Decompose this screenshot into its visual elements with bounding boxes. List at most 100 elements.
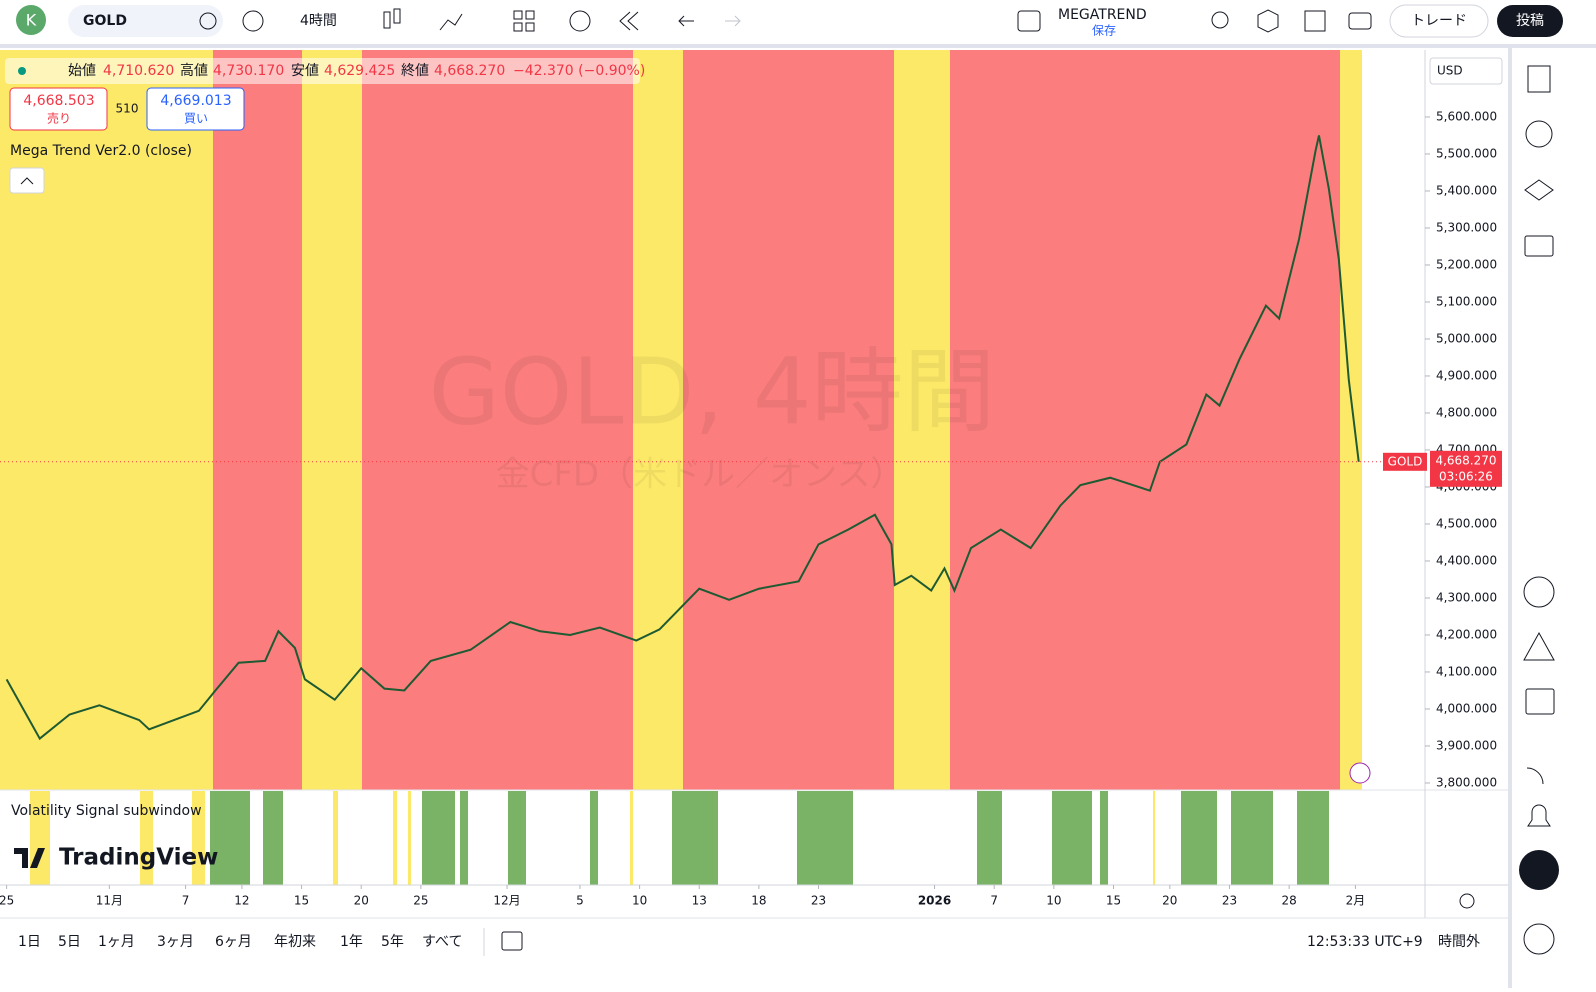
x-tick-label: 7 [182,894,190,908]
y-tick-label: 4,100.000 [1436,664,1497,678]
publish-button[interactable] [1497,5,1563,37]
publish-label: 投稿 [1516,13,1544,29]
x-tick-label: 12月 [493,894,520,908]
signal-bars [210,791,1329,885]
layout-name[interactable]: MEGATREND [1058,7,1147,23]
add-symbol[interactable] [242,10,264,32]
y-tick-label: 5,600.000 [1436,109,1497,123]
sidebar-icons[interactable] [1523,65,1555,955]
watermark-title: GOLD, 4時間 [429,338,996,445]
trade-label: トレード [1411,13,1467,29]
avatar[interactable] [16,5,46,35]
x-tick-label: 20 [1162,894,1177,908]
x-tick-label: 15 [1106,894,1121,908]
lightning-icon[interactable] [1349,762,1371,784]
symbol: GOLD [83,13,127,29]
legend-value: 4,710.620 [103,63,174,79]
y-tick-label: 4,500.000 [1436,516,1497,530]
y-tick-label: 4,800.000 [1436,405,1497,419]
calendar-icon[interactable] [501,931,523,951]
x-tick-label: 25 [413,894,428,908]
x-tick-label: 23 [811,894,826,908]
y-tick-label: 4,200.000 [1436,627,1497,641]
sell-label: 売り [47,111,71,126]
top-bar [0,0,1596,46]
x-tick-label: 2月 [1346,894,1366,908]
avatar-letter: K [26,11,37,30]
x-tick-label: 23 [1222,894,1237,908]
y-tick-label: 5,500.000 [1436,146,1497,160]
legend-label: 安値 [291,63,319,79]
legend-label: 始値 [68,63,96,79]
legend-change: −42.370 (−0.90%) [513,63,645,79]
x-tick-label: 11月 [96,894,123,908]
y-tick-label: 5,300.000 [1436,220,1497,234]
spread: 510 [116,102,139,116]
x-tick-label: 28 [1281,894,1296,908]
price-tag-value: 4,668.270 [1435,453,1496,467]
x-tick-label: 15 [294,894,309,908]
currency: USD [1437,64,1463,78]
subwindow-title: Volatility Signal subwindow [11,803,202,819]
range-button[interactable]: 3ヶ月 [157,934,194,950]
range-button[interactable]: 年初来 [274,934,316,950]
layout-status: 保存 [1092,24,1116,38]
legend-value: 4,629.425 [324,63,395,79]
x-tick-label: 20 [354,894,369,908]
watermark-subtitle: 金CFD（米ドル／オンス） [496,455,905,495]
legend-label: 高値 [180,62,208,79]
sell-price: 4,668.503 [23,93,94,109]
range-bar: 1日 5日 1ヶ月 3ヶ月 6ヶ月 年初来 1年 5年 すべて [18,934,462,950]
buy-button[interactable] [146,87,245,131]
y-tick-label: 3,900.000 [1436,738,1497,752]
y-tick-label: 3,800.000 [1436,775,1497,789]
range-button[interactable]: 5年 [381,934,404,950]
legend-label: 終値 [401,63,429,79]
symbol-tag [1383,452,1427,471]
x-tick-label: 25 [0,894,14,908]
trend-bands [0,50,1362,790]
brand-name: TradingView [59,845,218,871]
range-button[interactable]: 1ヶ月 [98,934,135,950]
toolbar-icons[interactable] [383,8,1372,33]
range-button[interactable]: 1日 [18,934,41,950]
session[interactable]: 時間外 [1438,934,1480,950]
symbol-search[interactable] [68,5,223,37]
indicator-name: Mega Trend Ver2.0 (close) [10,143,192,159]
y-tick-label: 5,200.000 [1436,257,1497,271]
y-tick-label: 4,300.000 [1436,590,1497,604]
legend-value: 4,730.170 [213,63,284,79]
trade-button[interactable] [1389,4,1489,38]
price-tag-countdown: 03:06:26 [1439,469,1493,483]
buy-label: 買い [184,112,208,126]
gem-icon[interactable] [199,12,217,30]
y-tick-label: 5,100.000 [1436,294,1497,308]
apps-button[interactable] [1519,850,1559,890]
price-plot [0,135,1425,741]
clock: 12:53:33 UTC+9 [1307,934,1423,950]
x-tick-label: 2026 [918,894,951,908]
range-button[interactable]: すべて [422,934,462,950]
x-tick-label: 18 [751,894,766,908]
settings-icon[interactable] [1459,893,1475,909]
symbol-tag-label: GOLD [1388,454,1423,468]
interval[interactable]: 4時間 [300,13,337,29]
sell-button[interactable] [9,87,108,131]
x-tick-label: 7 [990,894,998,908]
range-button[interactable]: 6ヶ月 [215,934,252,950]
y-tick-label: 5,000.000 [1436,331,1497,345]
price-line [5,135,1360,741]
buy-price: 4,669.013 [160,93,231,109]
x-tick-label: 5 [576,894,584,908]
price-tag [1430,450,1502,487]
y-tick-label: 4,400.000 [1436,553,1497,567]
collapse-button[interactable] [9,167,45,194]
x-tick-label: 12 [234,894,249,908]
range-button[interactable]: 5日 [58,934,81,950]
currency-select[interactable] [1429,57,1503,85]
brand-logo [14,848,45,868]
range-button[interactable]: 1年 [340,934,363,950]
x-tick-label: 10 [1046,894,1061,908]
y-tick-label: 5,400.000 [1436,183,1497,197]
